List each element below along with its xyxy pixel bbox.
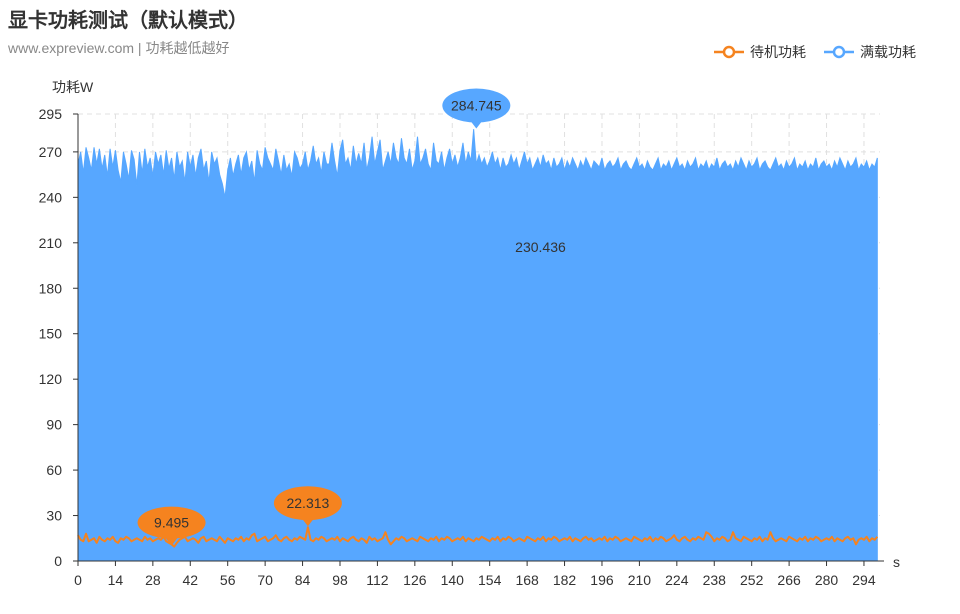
y-tick-label: 60	[46, 462, 62, 478]
legend: 待机功耗 满载功耗	[714, 42, 916, 62]
x-tick-label: 140	[441, 572, 465, 588]
x-tick-label: 84	[295, 572, 311, 588]
legend-item-load[interactable]: 满载功耗	[824, 42, 916, 62]
x-tick-label: 42	[182, 572, 198, 588]
x-tick-label: 56	[220, 572, 236, 588]
load-max-pin-bubble	[442, 88, 511, 123]
x-tick-label: 266	[777, 572, 801, 588]
y-tick-label: 210	[39, 235, 63, 251]
mark-labels: 284.745 22.313 9.495 230.436	[137, 88, 566, 546]
y-tick-label: 120	[39, 371, 63, 387]
series-layer	[77, 129, 879, 562]
x-tick-label: 14	[108, 572, 124, 588]
x-tick-label: 280	[815, 572, 839, 588]
idle-power-line	[77, 526, 879, 548]
x-tick-label: 210	[628, 572, 652, 588]
idle-max-pin: 22.313	[273, 486, 342, 527]
y-tick-label: 0	[54, 553, 62, 569]
x-tick-label: 182	[553, 572, 577, 588]
y-tick-label: 295	[39, 106, 63, 122]
idle-min-pin-value: 9.495	[154, 515, 189, 531]
load-power-area	[77, 129, 878, 562]
y-tick-label: 270	[39, 144, 63, 160]
y-tick-label: 240	[39, 189, 63, 205]
chart-subtitle: www.expreview.com | 功耗越低越好	[8, 40, 230, 56]
legend-load-marker-icon	[824, 45, 854, 59]
legend-load-label: 满载功耗	[860, 44, 916, 60]
x-tick-label: 168	[515, 572, 539, 588]
x-tick-label: 70	[257, 572, 273, 588]
y-tick-label: 30	[46, 508, 62, 524]
idle-min-pin-bubble	[137, 506, 206, 539]
x-tick-label: 196	[590, 572, 614, 588]
x-tick-label: 98	[332, 572, 348, 588]
x-tick-label: 28	[145, 572, 161, 588]
x-axis-title: s	[893, 554, 900, 570]
x-tick-label: 126	[403, 572, 427, 588]
y-tick-label: 180	[39, 280, 63, 296]
load-min-label: 230.436	[515, 239, 566, 255]
legend-idle-label: 待机功耗	[750, 44, 806, 60]
legend-item-idle[interactable]: 待机功耗	[714, 42, 806, 62]
idle-max-pin-value: 22.313	[286, 495, 329, 511]
idle-min-pin: 9.495	[137, 506, 206, 546]
y-axis-title: 功耗W	[52, 79, 94, 95]
idle-max-pin-bubble	[273, 486, 342, 521]
axes: 0 30 60 90 120 150 180 210 240 270 295 0 14 28 42 56 70 8…	[39, 106, 884, 588]
load-max-pin: 284.745	[442, 88, 511, 129]
x-tick-label: 112	[366, 572, 389, 588]
y-tick-label: 150	[39, 326, 63, 342]
y-tick-label: 90	[46, 417, 62, 433]
x-tick-label: 294	[852, 572, 876, 588]
x-tick-label: 154	[478, 572, 502, 588]
chart-title: 显卡功耗测试（默认模式）	[8, 10, 248, 32]
x-tick-label: 252	[740, 572, 764, 588]
x-tick-label: 0	[74, 572, 82, 588]
load-max-pin-value: 284.745	[451, 98, 502, 114]
x-tick-label: 238	[703, 572, 727, 588]
legend-idle-marker-icon	[714, 45, 744, 59]
x-tick-label: 224	[665, 572, 689, 588]
